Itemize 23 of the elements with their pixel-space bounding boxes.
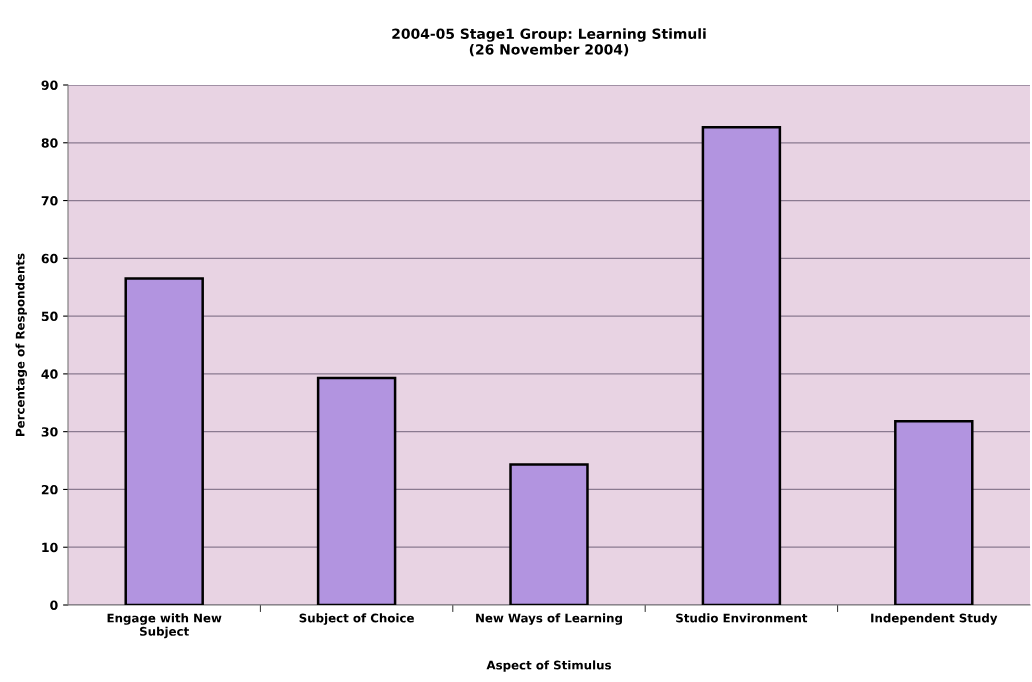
bar [124,277,204,605]
chart-title: 2004-05 Stage1 Group: Learning Stimuli (26 November 2004) [392,28,706,57]
bar [701,125,782,605]
x-tick-label: New Ways of Learning [476,613,622,625]
y-tick-label: 50 [41,311,58,322]
y-tick-label: 40 [41,369,58,379]
bar [509,463,589,605]
x-tick-label: Engage with New Subject [107,613,222,639]
y-tick-label: 30 [41,427,58,437]
y-tick-label: 70 [41,196,58,206]
x-axis-title: Aspect of Stimulus [486,660,611,672]
x-tick-label: Studio Environment [676,613,808,623]
y-tick-label: 60 [41,253,58,264]
y-tick-label: 80 [41,138,58,148]
y-tick-label: 0 [50,600,58,610]
y-tick-label: 10 [42,542,58,553]
x-tick-label: Independent Study [871,613,998,625]
bar [316,376,397,605]
x-tick-label: Subject of Choice [299,613,414,625]
bar [894,420,974,605]
y-tick-label: 20 [41,484,58,495]
y-axis-title: Percentage of Respondents [15,253,27,436]
y-tick-label: 90 [41,80,58,90]
